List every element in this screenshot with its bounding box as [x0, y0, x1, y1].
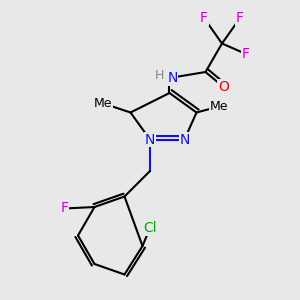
- Text: Me: Me: [94, 97, 113, 110]
- Text: H: H: [155, 69, 164, 82]
- Text: F: F: [236, 11, 244, 25]
- Text: F: F: [200, 11, 208, 25]
- Text: N: N: [167, 71, 178, 85]
- Text: O: O: [218, 80, 229, 94]
- Text: N: N: [145, 133, 155, 146]
- Text: F: F: [242, 47, 250, 61]
- Text: Me: Me: [210, 100, 228, 113]
- Text: Cl: Cl: [143, 221, 157, 235]
- Text: F: F: [61, 202, 68, 215]
- Text: N: N: [179, 133, 190, 146]
